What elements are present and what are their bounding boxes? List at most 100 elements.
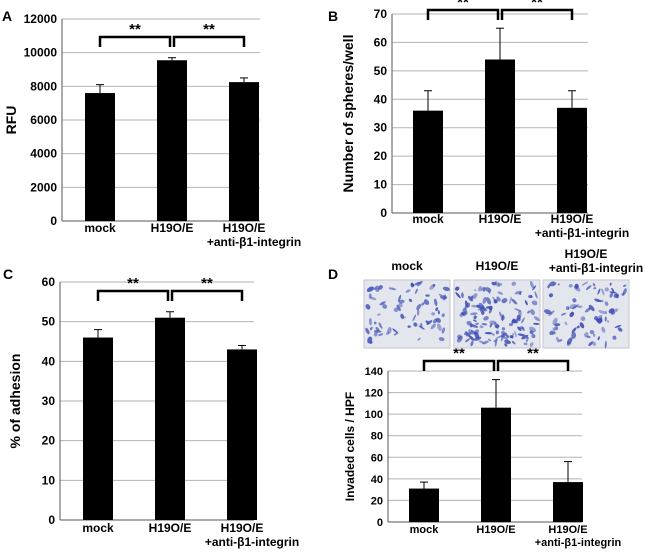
panel-d-stained-cell [609,282,612,286]
panel-d-stained-cell [375,326,380,332]
panel-b-significance-bracket [500,8,574,20]
panel-d-y-tick-label: 60 [371,452,383,464]
panel-d-stained-cell [547,284,551,289]
panel-d-stained-cell [440,295,448,300]
panel-a-significance-bracket [172,35,246,47]
panel-d-stained-cell [482,296,487,304]
panel-d-stained-cell [407,325,411,328]
panel-d-stained-cell [511,340,516,345]
panel-d-stained-cell [375,287,380,293]
panel-d-stained-cell [365,304,371,310]
panel-a-bar [229,82,259,221]
panel-a-category-label: H19O/E [151,221,194,235]
panel-d-stained-cell [549,281,557,287]
panel-d-stained-cell [470,312,478,316]
panel-d-stained-cell [438,293,442,296]
panel-d-stained-cell [497,283,503,286]
panel-d-stained-cell [434,298,438,307]
panel-d-chart: D 0 20 40 60 80 100 120 140 Invaded cells / HPF mo… [328,247,643,549]
panel-d-stained-cell [455,286,460,291]
panel-d-stained-cell [533,316,540,322]
panel-d-stained-cell [569,311,575,318]
panel-d-stained-cell [481,323,488,326]
panel-d-stained-cell [487,338,492,342]
panel-d-stained-cell [509,296,512,305]
panel-d-stained-cell [370,326,373,331]
panel-d-stained-cell [572,304,579,310]
panel-d-stained-cell [571,327,577,334]
panel-d-stained-cell [586,335,591,339]
panel-d-stained-cell [585,285,592,291]
panel-c-chart: C 0 10 20 30 40 50 60 % of adhesion mock H19O/E H19… [3,266,299,549]
panel-d-y-tick-label: 100 [365,409,383,421]
panel-c-significance-label: ** [201,275,213,292]
panel-c-significance-label: ** [127,275,139,292]
panel-d-image-label: H19O/E +anti-β1-integrin [549,247,643,275]
panel-d-stained-cell [506,334,509,338]
panel-d-stained-cell [617,327,623,332]
panel-d-stained-cell [491,333,495,336]
panel-d-stained-cell [609,291,617,294]
panel-d-bar [481,407,511,522]
panel-d-stained-cell [493,299,498,304]
panel-a-significance-label: ** [203,21,215,38]
panel-c-y-tick-label: 40 [42,354,56,368]
panel-a-y-axis-label: RFU [3,106,19,135]
panel-d-stained-cell [611,287,615,293]
panel-d-stained-cell [426,320,433,325]
panel-c-bar [155,317,185,520]
panel-d-stained-cell [493,338,498,343]
panel-b-y-tick-label: 30 [374,121,388,135]
panel-d-stained-cell [432,283,436,287]
panel-d-stained-cell [609,292,613,298]
panel-d-stained-cell [622,284,627,287]
panel-b-significance-label: ** [531,0,543,11]
panel-a-y-tick-label: 6000 [30,113,57,127]
panel-c-y-tick-label: 0 [48,513,55,527]
panel-d-stained-cell [554,323,561,327]
panel-d-stained-cell [441,313,445,318]
panel-d-stained-cell [476,304,481,309]
panel-d-stained-cell [604,340,607,349]
panel-d-stained-cell [595,318,603,323]
panel-d-stained-cell [564,321,568,326]
panel-d-stained-cell [365,327,370,335]
panel-a-significance-bracket [98,35,172,47]
panel-d-stained-cell [565,306,570,310]
panel-d-stained-cell [501,298,508,304]
panel-d-stained-cell [474,329,480,335]
panel-d-stained-cell [473,336,482,341]
panel-b-significance-bracket [426,8,500,20]
panel-d-stained-cell [367,336,373,344]
panel-d-stained-cell [412,314,417,322]
panel-d-stained-cell [423,299,430,306]
panel-b-y-axis-label: Number of spheres/well [340,35,356,193]
panel-d-stained-cell [417,337,421,341]
panel-c-category-label: H19O/E +anti-β1-integrin [205,521,299,549]
panel-c-significance-bracket [170,289,244,301]
panel-d-stained-cell [601,326,606,333]
panel-d-stained-cell [392,328,399,334]
panel-d-stained-cell [408,298,413,303]
panel-d-stained-cell [497,281,501,287]
panel-d-stained-cell [479,305,484,313]
panel-d-stained-cell [435,317,441,323]
panel-d-stained-cell [530,309,535,316]
panel-d-stained-cell [529,342,534,347]
panel-d-stained-cell [464,332,468,336]
panel-d-stained-cell [495,335,503,339]
panel-d-stained-cell [534,291,538,299]
panel-d-stained-cell [410,282,414,288]
panel-d-stained-cell [529,326,537,333]
panel-d-stained-cell [517,333,526,337]
panel-d-stained-cell [420,322,423,328]
panel-d-stained-cell [584,307,591,313]
panel-b-bar [485,59,515,213]
panel-d-stained-cell [552,327,556,335]
panel-b-bar [557,107,587,213]
panel-d-stained-cell [366,286,375,292]
panel-d-stained-cell [598,309,606,314]
panel-d-significance-label: ** [453,345,465,362]
panel-d-stained-cell [597,288,601,295]
